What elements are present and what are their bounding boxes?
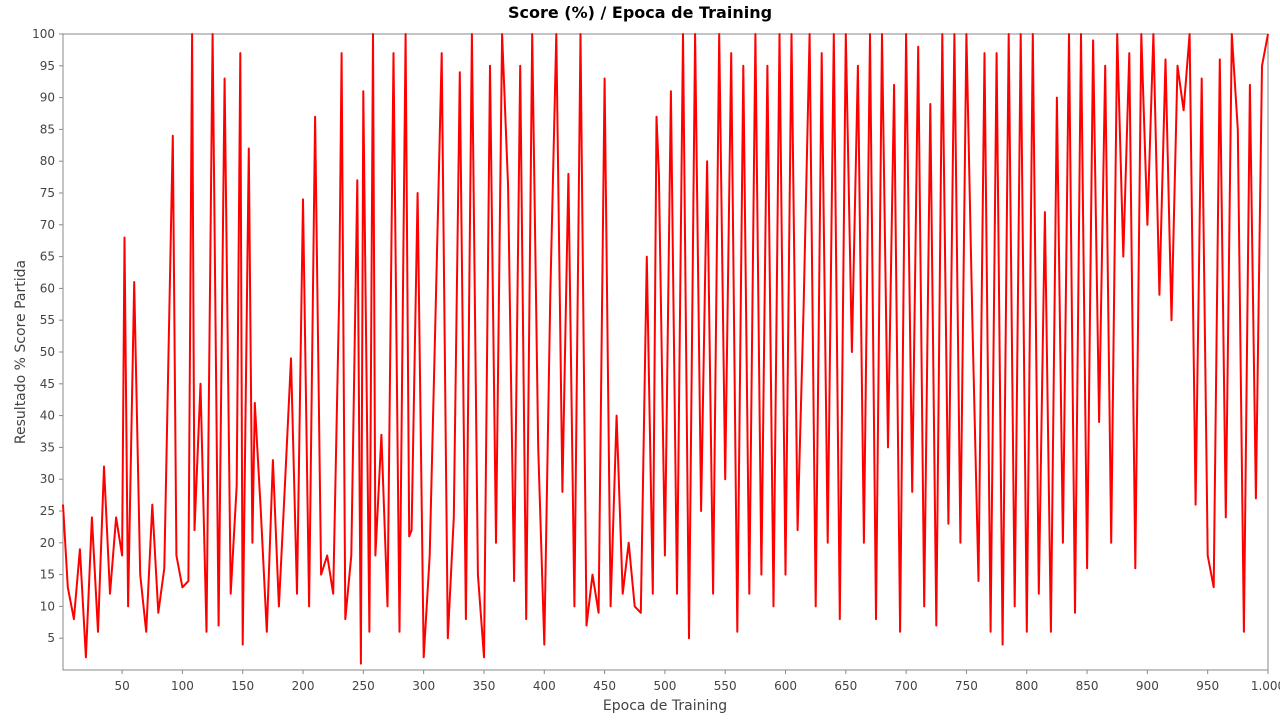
y-tick-label: 5 (47, 631, 55, 645)
x-tick-label: 900 (1136, 679, 1159, 693)
y-tick-label: 25 (40, 504, 55, 518)
y-axis-label: Resultado % Score Partida (13, 260, 29, 444)
x-tick-label: 150 (231, 679, 254, 693)
x-tick-label: 50 (114, 679, 129, 693)
x-tick-label: 850 (1076, 679, 1099, 693)
y-tick-label: 60 (40, 281, 55, 295)
y-tick-label: 35 (40, 440, 55, 454)
series-line (62, 33, 1269, 665)
y-tick-label: 75 (40, 186, 55, 200)
y-tick-label: 50 (40, 345, 55, 359)
x-axis-ticks: 50 100 150 200 250 300 350 400 450 500 550 600 650 70… (114, 670, 1280, 693)
x-tick-label: 250 (352, 679, 375, 693)
y-tick-label: 80 (40, 154, 55, 168)
x-tick-label: 750 (955, 679, 978, 693)
y-tick-label: 20 (40, 536, 55, 550)
x-tick-label: 350 (473, 679, 496, 693)
x-tick-label: 200 (292, 679, 315, 693)
x-tick-label: 950 (1196, 679, 1219, 693)
chart-title: Score (%) / Epoca de Training (507, 3, 773, 22)
y-axis-ticks: 5 10 15 20 25 30 35 40 45 50 55 60 65 70 75 80 85 90 95 100 (32, 27, 63, 645)
x-tick-label: 1.000 (1251, 679, 1280, 693)
y-tick-label: 95 (40, 59, 55, 73)
x-axis-label: Epoca de Training (603, 698, 727, 714)
y-tick-label: 40 (40, 409, 55, 423)
x-tick-label: 100 (171, 679, 194, 693)
y-tick-label: 15 (40, 568, 55, 582)
y-tick-label: 100 (32, 27, 55, 41)
x-tick-label: 450 (593, 679, 616, 693)
y-tick-label: 45 (40, 377, 55, 391)
x-tick-label: 300 (412, 679, 435, 693)
x-tick-label: 400 (533, 679, 556, 693)
x-tick-label: 550 (714, 679, 737, 693)
y-tick-label: 10 (40, 599, 55, 613)
y-tick-label: 90 (40, 91, 55, 105)
y-tick-label: 70 (40, 218, 55, 232)
x-tick-label: 800 (1015, 679, 1038, 693)
y-tick-label: 30 (40, 472, 55, 486)
y-tick-label: 65 (40, 250, 55, 264)
y-tick-label: 55 (40, 313, 55, 327)
x-tick-label: 500 (653, 679, 676, 693)
x-tick-label: 650 (834, 679, 857, 693)
y-tick-label: 85 (40, 122, 55, 136)
x-tick-label: 700 (895, 679, 918, 693)
x-tick-label: 600 (774, 679, 797, 693)
